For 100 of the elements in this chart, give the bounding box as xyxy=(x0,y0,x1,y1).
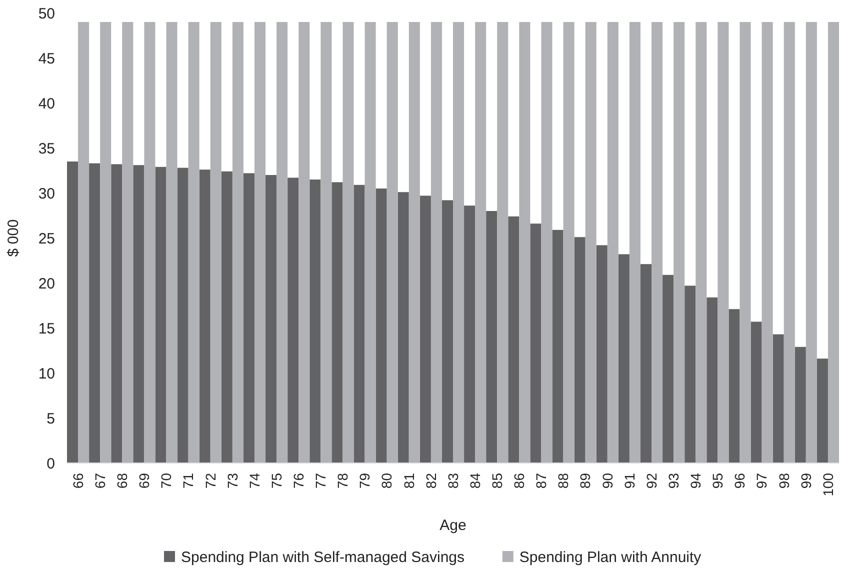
x-tick-label: 82 xyxy=(422,472,439,489)
bar xyxy=(574,237,586,463)
y-tick-label: 10 xyxy=(38,365,55,382)
bar xyxy=(475,22,486,463)
bar xyxy=(298,22,310,463)
bar xyxy=(376,188,387,463)
x-tick-label: 98 xyxy=(776,472,792,489)
x-tick-label: 94 xyxy=(688,472,704,489)
bar xyxy=(541,22,552,463)
x-tick-label: 85 xyxy=(489,472,506,489)
bar xyxy=(243,173,254,463)
bar xyxy=(276,22,288,463)
y-tick-label: 20 xyxy=(38,275,55,292)
x-tick-label: 72 xyxy=(202,472,218,489)
x-tick-label: 79 xyxy=(356,472,373,489)
bar xyxy=(67,162,78,463)
bar xyxy=(122,22,134,463)
x-tick-label: 97 xyxy=(754,472,770,489)
x-tick-label: 99 xyxy=(798,472,814,489)
bar xyxy=(232,22,244,463)
bar xyxy=(133,165,144,463)
bar xyxy=(762,22,773,463)
bar xyxy=(640,264,652,463)
bar xyxy=(618,254,630,463)
bar xyxy=(453,22,464,463)
bar xyxy=(552,230,564,463)
bar xyxy=(144,22,156,463)
bar xyxy=(607,22,618,463)
bar xyxy=(674,22,685,463)
x-tick-label: 84 xyxy=(466,472,483,489)
bar xyxy=(332,182,343,463)
bar xyxy=(398,192,409,463)
x-tick-label: 87 xyxy=(533,472,550,489)
bar xyxy=(210,22,222,463)
bar xyxy=(728,309,740,463)
y-tick-label: 40 xyxy=(38,95,55,112)
x-tick-label: 78 xyxy=(334,472,351,489)
x-tick-label: 66 xyxy=(70,472,86,489)
bar xyxy=(530,224,542,463)
bar xyxy=(320,22,332,463)
bar xyxy=(386,22,398,463)
x-tick-label: 76 xyxy=(290,472,306,489)
x-tick-label: 93 xyxy=(665,472,682,489)
x-tick-label: 88 xyxy=(555,472,572,489)
x-tick-label: 86 xyxy=(511,472,528,489)
bar xyxy=(652,22,663,463)
x-tick-label: 83 xyxy=(444,472,461,489)
bar xyxy=(684,286,696,463)
x-tick-label: 91 xyxy=(621,472,638,489)
x-axis-title: Age xyxy=(440,517,466,534)
bar xyxy=(430,22,442,463)
x-tick-label: 89 xyxy=(577,472,594,489)
y-tick-label: 0 xyxy=(46,455,55,472)
x-tick-label: 70 xyxy=(158,472,174,489)
x-tick-label: 80 xyxy=(378,472,395,489)
x-tick-label: 74 xyxy=(246,472,262,489)
bar xyxy=(563,22,574,463)
bar xyxy=(740,22,751,463)
x-tick-label: 68 xyxy=(114,472,130,489)
bar xyxy=(828,22,839,463)
bar xyxy=(629,22,640,463)
bar xyxy=(442,200,453,463)
bar xyxy=(199,170,210,463)
y-tick-label: 50 xyxy=(38,5,55,22)
bar xyxy=(662,274,674,463)
bar xyxy=(408,22,420,463)
bar xyxy=(177,168,188,463)
bar xyxy=(221,171,232,463)
x-tick-label: 69 xyxy=(136,472,152,489)
bar xyxy=(288,178,299,463)
bar xyxy=(706,297,718,463)
bar xyxy=(155,166,166,463)
x-tick-label: 71 xyxy=(180,472,196,489)
bar xyxy=(364,22,376,463)
x-tick-label: 90 xyxy=(599,472,616,489)
y-tick-label: 35 xyxy=(38,140,55,158)
x-tick-label: 81 xyxy=(400,472,417,489)
bar xyxy=(750,322,762,463)
bar xyxy=(354,184,365,463)
y-tick-label: 45 xyxy=(38,50,55,68)
y-tick-label: 30 xyxy=(38,185,55,202)
x-tick-label: 73 xyxy=(224,472,240,489)
bar xyxy=(486,211,498,463)
bar xyxy=(342,22,354,463)
bar xyxy=(420,196,431,463)
bar xyxy=(78,22,90,463)
bar xyxy=(89,163,100,463)
bar xyxy=(188,22,200,463)
x-tick-label: 96 xyxy=(732,472,748,489)
bar xyxy=(596,245,608,463)
y-tick-label: 25 xyxy=(38,230,55,248)
legend-label: Spending Plan with Self-managed Savings xyxy=(181,549,465,566)
y-tick-label: 5 xyxy=(46,410,55,428)
bar xyxy=(100,22,112,463)
bar xyxy=(816,358,828,463)
bar xyxy=(266,175,277,463)
bar xyxy=(794,346,806,463)
bar xyxy=(806,22,817,463)
bar xyxy=(111,164,122,463)
legend-label: Spending Plan with Annuity xyxy=(519,549,702,566)
